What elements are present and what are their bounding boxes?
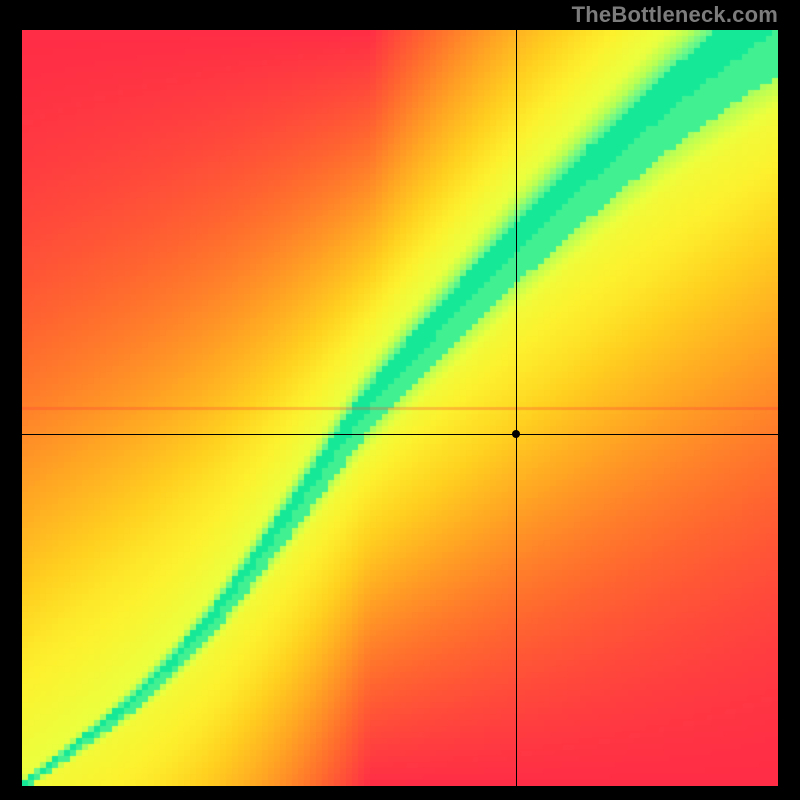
crosshair-vertical [516,30,517,786]
heatmap-canvas [22,30,778,786]
chart-container: TheBottleneck.com [0,0,800,800]
crosshair-horizontal [22,434,778,435]
plot-area [22,30,778,786]
watermark-text: TheBottleneck.com [572,2,778,28]
marker-dot [512,430,520,438]
